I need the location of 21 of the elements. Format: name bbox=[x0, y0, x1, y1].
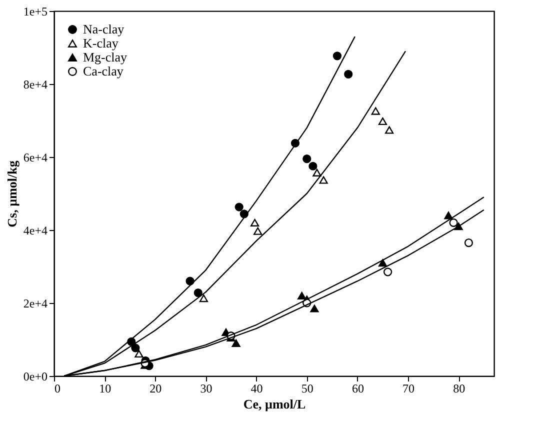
x-tick-label: 10 bbox=[99, 382, 112, 396]
y-axis-title: Cs, µmol/kg bbox=[4, 160, 20, 228]
x-axis-title: Ce, µmol/L bbox=[243, 396, 306, 412]
y-tick-label: 6e+4 bbox=[23, 150, 48, 164]
x-tick-label: 70 bbox=[402, 382, 415, 396]
x-tick-label: 60 bbox=[352, 382, 364, 396]
x-tick-label: 30 bbox=[200, 382, 212, 396]
y-tick-label: 0e+0 bbox=[23, 370, 48, 384]
y-tick-label: 1e+5 bbox=[23, 4, 48, 18]
y-tick-label: 8e+4 bbox=[23, 78, 48, 92]
x-tick-label: 0 bbox=[54, 382, 60, 396]
legend-label: K-clay bbox=[83, 36, 119, 50]
y-tick-label: 2e+4 bbox=[23, 296, 48, 310]
x-tick-label: 40 bbox=[250, 382, 263, 396]
legend-label: Mg-clay bbox=[83, 50, 128, 64]
x-tick-label: 80 bbox=[453, 382, 466, 396]
legend-label: Ca-clay bbox=[83, 64, 124, 78]
y-tick-label: 4e+4 bbox=[23, 224, 48, 238]
legend-label: Na-clay bbox=[83, 22, 125, 36]
x-tick-label: 50 bbox=[301, 382, 314, 396]
x-tick-label: 20 bbox=[150, 382, 162, 396]
